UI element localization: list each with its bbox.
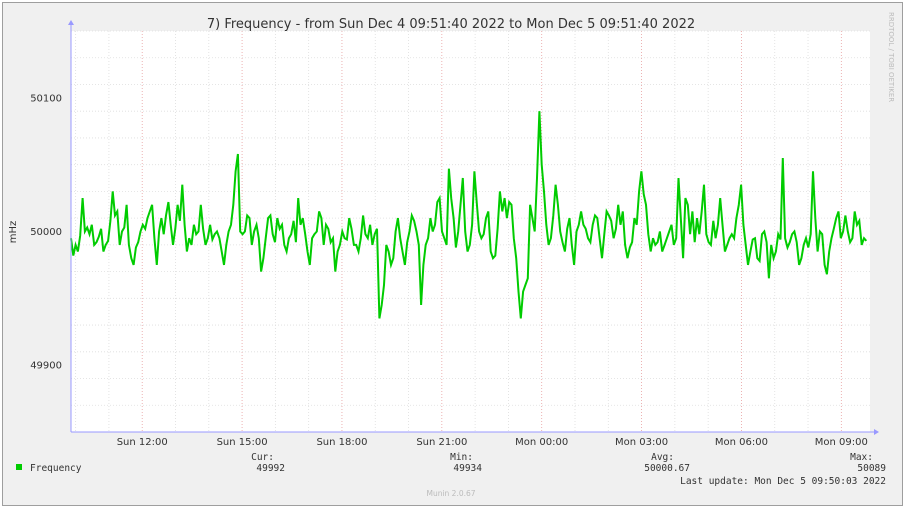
series-line-frequency — [70, 111, 868, 319]
x-tick-label: Mon 06:00 — [715, 437, 768, 448]
y-axis-arrow — [68, 20, 74, 25]
legend-cur-value: 49992 — [256, 463, 285, 474]
x-tick-label: Mon 00:00 — [515, 437, 568, 448]
x-tick-label: Sun 18:00 — [316, 437, 367, 448]
y-axis-label: mHz — [8, 221, 19, 244]
axis-ticks: 49900 50000 50100 Sun 12:00 Sun 15:00 Sun 18:… — [30, 93, 868, 448]
last-update: Last update: Mon Dec 5 09:50:03 2022 — [680, 476, 886, 487]
legend-min-value: 49934 — [453, 463, 482, 474]
y-tick-label: 49900 — [30, 361, 62, 372]
y-tick-label: 50100 — [30, 93, 62, 104]
legend-series-name: Frequency — [30, 463, 82, 474]
legend-avg-header: Avg: — [651, 452, 674, 463]
x-tick-label: Mon 09:00 — [815, 437, 868, 448]
munin-version-footer: Munin 2.0.67 — [426, 489, 475, 498]
legend-max-header: Max: — [850, 452, 873, 463]
chart-title: 7) Frequency - from Sun Dec 4 09:51:40 2… — [207, 17, 695, 32]
legend-swatch-frequency — [16, 464, 22, 470]
series-layer — [70, 111, 868, 319]
rrdtool-watermark: RRDTOOL / TOBI OETIKER — [887, 12, 895, 102]
x-tick-label: Sun 15:00 — [217, 437, 268, 448]
legend-min-header: Min: — [450, 452, 473, 463]
legend-max-value: 50089 — [857, 463, 886, 474]
x-tick-label: Mon 03:00 — [615, 437, 668, 448]
x-tick-label: Sun 12:00 — [117, 437, 168, 448]
legend-avg-value: 50000.67 — [644, 463, 690, 474]
y-tick-label: 50000 — [30, 227, 62, 238]
legend-cur-header: Cur: — [251, 452, 274, 463]
axes — [68, 20, 879, 435]
x-axis-arrow — [874, 429, 879, 435]
x-tick-label: Sun 21:00 — [416, 437, 467, 448]
